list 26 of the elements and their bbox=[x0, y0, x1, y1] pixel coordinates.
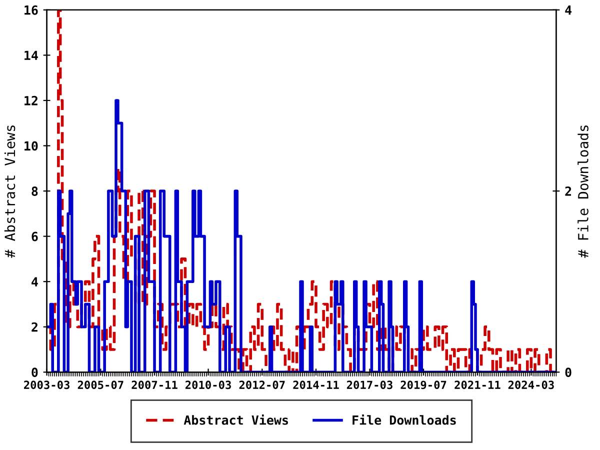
y-tick-label: 10 bbox=[24, 141, 38, 151]
x-tick-label: 2010-03 bbox=[185, 380, 231, 390]
legend-label: Abstract Views bbox=[184, 414, 288, 425]
x-tick-label: 2003-03 bbox=[24, 380, 70, 390]
x-tick-label: 2017-03 bbox=[346, 380, 392, 390]
y-tick-label: 16 bbox=[24, 5, 38, 15]
y-tick-label: 12 bbox=[24, 96, 38, 106]
y2-tick-label: 4 bbox=[565, 6, 572, 15]
y-tick-label: 2 bbox=[32, 322, 38, 332]
x-tick-label: 2005-07 bbox=[78, 380, 124, 390]
y-axis-title: # Abstract Views bbox=[4, 126, 16, 258]
y-tick-label: 6 bbox=[32, 232, 38, 242]
x-tick-label: 2014-11 bbox=[293, 380, 339, 390]
x-tick-label: 2024-03 bbox=[508, 380, 554, 390]
y2-axis-title: # File Downloads bbox=[578, 126, 588, 258]
y-tick-label: 4 bbox=[32, 277, 38, 286]
x-tick-label: 2012-07 bbox=[239, 380, 285, 390]
y2-tick-label: 0 bbox=[565, 368, 572, 378]
y2-tick-label: 2 bbox=[565, 186, 572, 196]
x-tick-label: 2021-11 bbox=[454, 380, 500, 390]
x-tick-label: 2019-07 bbox=[400, 380, 446, 390]
x-tick-label: 2007-11 bbox=[132, 380, 178, 390]
legend-label: File Downloads bbox=[352, 414, 456, 425]
y-tick-label: 8 bbox=[32, 186, 38, 196]
y-tick-label: 0 bbox=[32, 368, 38, 378]
y-tick-label: 14 bbox=[24, 50, 38, 60]
